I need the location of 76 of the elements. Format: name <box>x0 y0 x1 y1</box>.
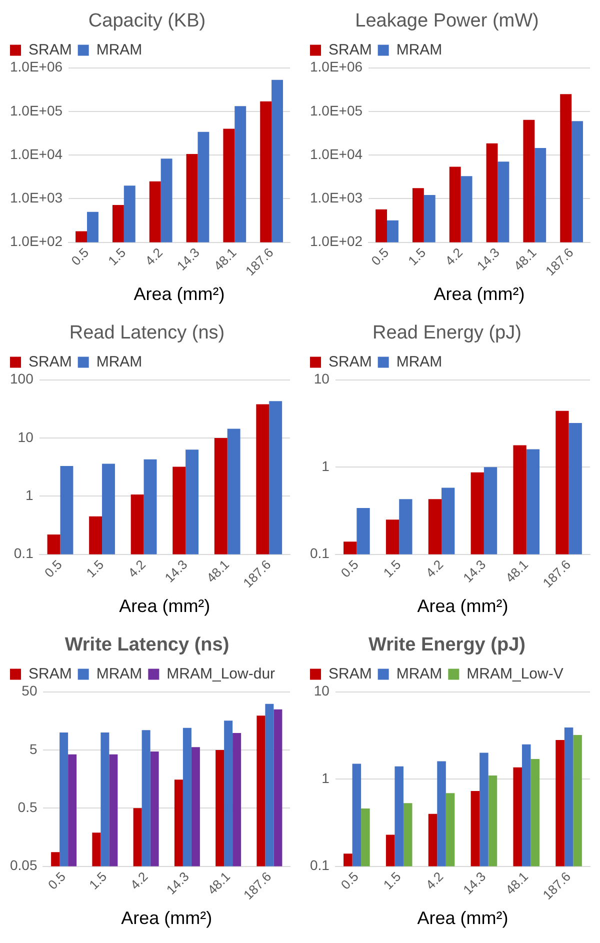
x-tick-label: 4.2 <box>127 868 151 892</box>
x-axis-title: Area (mm²) <box>417 908 508 928</box>
chart-title: Leakage Power (mW) <box>355 10 539 32</box>
y-tick-label: 0.5 <box>18 799 38 816</box>
x-tick-label: 48.1 <box>204 868 233 898</box>
x-tick-label: 48.1 <box>502 556 532 586</box>
legend-label: MRAM <box>96 41 142 58</box>
x-tick-label: 14.3 <box>163 868 192 898</box>
legend-label: SRAM <box>28 665 72 682</box>
x-tick-label: 14.3 <box>474 244 502 274</box>
y-tick-label: 0.1 <box>310 857 330 874</box>
legend-label: MRAM <box>396 41 442 58</box>
x-tick-label: 1.5 <box>86 868 110 892</box>
chart-title: Read Energy (pJ) <box>372 322 522 344</box>
y-tick-label: 0.1 <box>310 545 330 562</box>
y-tick-label: 1.0E+03 <box>10 190 63 206</box>
y-tick-label: 1.0E+06 <box>10 58 63 75</box>
y-tick-label: 10 <box>314 682 330 699</box>
y-tick-label: 1.0E+06 <box>310 58 363 75</box>
chart-title: Read Latency (ns) <box>69 322 225 344</box>
legend-label: SRAM <box>28 353 72 370</box>
y-tick-label: 1.0E+04 <box>10 146 63 162</box>
x-axis-title: Area (mm²) <box>417 596 508 616</box>
y-tick-label: 0.05 <box>10 857 38 874</box>
legend-label: MRAM_Low-dur <box>166 665 276 682</box>
x-tick-label: 48.1 <box>210 244 240 274</box>
x-tick-label: 4.2 <box>422 868 446 892</box>
x-tick-label: 48.1 <box>203 556 232 586</box>
x-tick-label: 14.3 <box>460 556 489 586</box>
y-tick-label: 5 <box>29 740 38 757</box>
y-tick-label: 1.0E+05 <box>310 102 363 118</box>
x-axis-title: Area (mm²) <box>434 284 525 304</box>
x-tick-label: 0.5 <box>368 244 392 268</box>
x-axis-title: Area (mm²) <box>119 596 210 616</box>
y-tick-label: 10 <box>314 370 330 387</box>
x-tick-label: 14.3 <box>174 244 202 274</box>
chart-title: Capacity (KB) <box>88 10 206 32</box>
x-tick-label: 1.5 <box>83 556 107 580</box>
x-tick-label: 48.1 <box>502 868 532 898</box>
y-tick-label: 1.0E+03 <box>310 190 363 206</box>
legend-label: SRAM <box>328 353 372 370</box>
y-tick-label: 100 <box>10 370 34 387</box>
x-tick-label: 4.2 <box>442 244 466 268</box>
y-tick-label: 1.0E+02 <box>310 233 363 250</box>
y-tick-label: 1 <box>322 458 330 474</box>
x-axis-title: Area (mm²) <box>134 284 225 304</box>
x-tick-label: 48.1 <box>510 244 540 274</box>
y-tick-label: 10 <box>18 428 34 445</box>
y-tick-label: 1 <box>26 487 34 504</box>
x-tick-label: 4.2 <box>422 556 446 580</box>
y-tick-label: 1.0E+02 <box>10 233 63 250</box>
x-tick-label: 4.2 <box>142 244 166 268</box>
x-tick-label: 14.3 <box>162 556 190 586</box>
y-tick-label: 1 <box>322 770 330 786</box>
x-tick-label: 1.5 <box>405 244 429 268</box>
y-tick-label: 1.0E+04 <box>310 146 363 162</box>
x-tick-label: 1.5 <box>380 868 404 892</box>
y-tick-label: 0.1 <box>14 545 34 562</box>
x-tick-label: 1.5 <box>105 244 129 268</box>
chart-title: Write Latency (ns) <box>64 634 230 656</box>
legend-label: MRAM <box>96 353 142 370</box>
x-tick-label: 0.5 <box>68 244 92 268</box>
x-tick-label: 1.5 <box>380 556 404 580</box>
chart-title: Write Energy (pJ) <box>368 634 526 656</box>
y-tick-label: 50 <box>22 682 38 699</box>
legend-label: MRAM_Low-V <box>466 665 564 682</box>
legend-label: SRAM <box>28 41 72 58</box>
y-tick-label: 1.0E+05 <box>10 102 63 118</box>
legend-label: SRAM <box>328 665 372 682</box>
legend-label: MRAM <box>396 353 442 370</box>
x-tick-label: 4.2 <box>125 556 148 580</box>
legend-label: MRAM <box>396 665 442 682</box>
legend-label: SRAM <box>328 41 372 58</box>
x-axis-title: Area (mm²) <box>121 908 212 928</box>
x-tick-label: 14.3 <box>460 868 489 898</box>
legend-label: MRAM <box>96 665 142 682</box>
